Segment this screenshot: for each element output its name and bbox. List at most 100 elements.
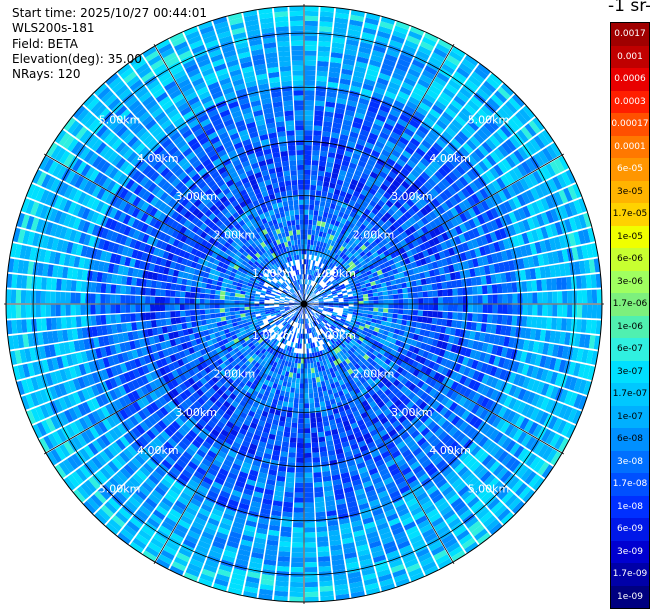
range-gate-cell [381, 231, 389, 239]
range-gate-cell [496, 177, 506, 190]
range-gate-cell [308, 224, 313, 230]
range-gate-cell [352, 344, 358, 351]
range-gate-cell [564, 375, 573, 390]
range-gate-cell [361, 287, 368, 292]
range-gate-cell [510, 248, 518, 259]
range-gate-cell [344, 346, 350, 352]
range-gate-cell [488, 334, 496, 344]
range-gate-cell [547, 178, 558, 193]
range-gate-cell [333, 254, 339, 260]
range-gate-cell [454, 383, 464, 393]
range-gate-cell [225, 312, 231, 317]
range-gate-cell [344, 48, 357, 56]
range-gate-cell [367, 64, 380, 73]
range-gate-cell [568, 361, 576, 376]
range-gate-cell [359, 205, 366, 213]
range-gate-cell [408, 345, 416, 353]
range-gate-cell [282, 506, 293, 513]
range-gate-cell [547, 252, 555, 265]
range-gate-cell [367, 175, 376, 184]
range-gate-cell [457, 407, 467, 418]
range-gate-cell [384, 242, 392, 250]
range-gate-cell [383, 308, 389, 313]
range-gate-cell [424, 385, 433, 395]
range-gate-cell [305, 289, 307, 295]
range-gate-cell [378, 295, 384, 300]
range-gate-cell [341, 253, 348, 260]
range-gate-cell [341, 316, 347, 320]
range-gate-cell [503, 200, 513, 213]
range-gate-cell [367, 237, 374, 244]
range-gate-cell [466, 170, 477, 181]
range-gate-cell [406, 198, 415, 208]
range-gate-cell [312, 155, 320, 161]
range-gate-cell [490, 377, 499, 389]
range-gate-cell [318, 302, 324, 304]
range-gate-cell [535, 228, 544, 241]
range-gate-cell [315, 312, 320, 317]
range-gate-cell [352, 311, 358, 316]
range-gate-cell [336, 148, 345, 156]
range-gate-cell [317, 310, 323, 313]
range-gate-cell [554, 331, 561, 344]
range-gate-cell [304, 596, 319, 602]
range-gate-cell [388, 170, 397, 180]
range-gate-cell [445, 126, 457, 138]
range-gate-cell [583, 380, 592, 396]
range-gate-cell [311, 432, 318, 438]
range-gate-cell [495, 273, 502, 284]
range-gate-cell [379, 324, 386, 330]
range-gate-cell [467, 259, 474, 269]
range-gate-cell [398, 136, 409, 146]
range-gate-cell [348, 333, 354, 339]
range-gate-cell [466, 427, 477, 438]
range-gate-cell [442, 130, 454, 142]
range-gate-cell [377, 199, 385, 208]
range-gate-cell [400, 277, 406, 283]
range-gate-cell [370, 128, 381, 136]
range-gate-cell [408, 30, 423, 41]
range-gate-cell [334, 231, 340, 238]
range-gate-cell [564, 390, 574, 405]
range-gate-cell [431, 245, 439, 254]
range-gate-cell [417, 78, 430, 89]
range-gate-cell [389, 39, 403, 49]
range-gate-cell [381, 223, 389, 231]
range-gate-cell [320, 380, 326, 387]
range-gate-cell [354, 260, 361, 266]
range-gate-cell [388, 361, 396, 368]
range-gate-cell [410, 339, 418, 347]
range-gate-cell [432, 290, 438, 297]
range-gate-cell [512, 399, 522, 412]
range-gate-cell [426, 407, 435, 417]
range-gate-cell [378, 300, 384, 304]
range-gate-cell [368, 347, 375, 354]
range-gate-cell [446, 220, 455, 230]
range-gate-cell [433, 413, 443, 424]
range-gate-cell [428, 297, 434, 304]
range-gate-cell [392, 30, 407, 40]
range-gate-cell [485, 375, 494, 387]
range-gate-cell [550, 208, 559, 222]
range-gate-cell [341, 124, 351, 132]
range-gate-cell [304, 209, 309, 215]
range-gate-cell [366, 223, 374, 230]
range-gate-cell [431, 317, 438, 325]
range-gate-cell [401, 265, 408, 272]
range-gate-cell [304, 244, 307, 250]
range-gate-cell [409, 155, 420, 165]
range-gate-cell [590, 320, 597, 334]
range-gate-cell [299, 383, 304, 389]
range-gate-cell [490, 94, 504, 107]
range-gate-cell [366, 270, 372, 276]
range-gate-cell [363, 275, 369, 281]
range-gate-cell [524, 244, 533, 256]
range-gate-cell [526, 392, 536, 405]
range-gate-cell [513, 222, 522, 235]
range-gate-cell [336, 200, 343, 207]
range-gate-cell [438, 349, 446, 357]
range-gate-cell [318, 391, 324, 398]
range-gate-cell [330, 332, 336, 338]
range-gate-cell [471, 71, 485, 84]
range-gate-cell [308, 285, 312, 291]
